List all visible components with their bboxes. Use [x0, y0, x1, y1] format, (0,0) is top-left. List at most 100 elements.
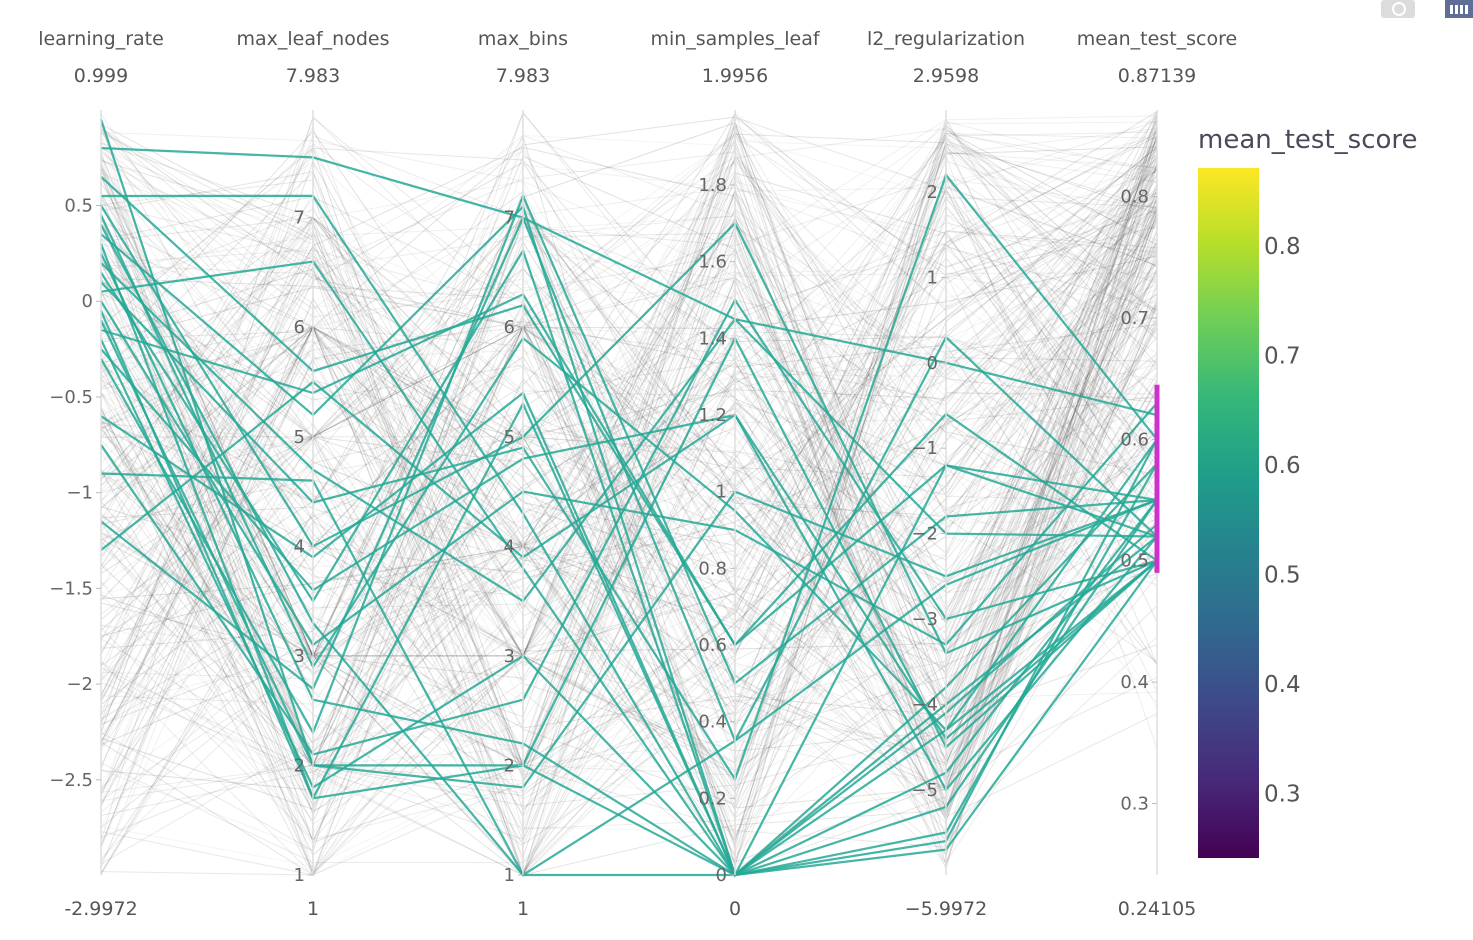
tick-label: 0.7 — [1120, 308, 1149, 329]
background-line — [100, 326, 1158, 748]
tick-label: 7 — [294, 208, 305, 229]
background-line — [100, 210, 1158, 852]
tick-label: 6 — [294, 317, 305, 338]
tick-label: 2 — [927, 182, 938, 203]
colorbar-tick-label: 0.3 — [1264, 781, 1301, 807]
background-line — [100, 142, 1158, 680]
axis-title[interactable]: max_leaf_nodes — [236, 28, 389, 50]
background-line — [100, 111, 1158, 766]
background-line — [100, 177, 1158, 811]
tick-label: 1 — [927, 267, 938, 288]
background-line — [100, 143, 1158, 576]
tick-label: −5 — [911, 780, 938, 801]
background-line — [100, 208, 1158, 731]
colorbar: mean_test_score 0.3 0.4 0.5 0.6 0.7 0.8 — [1198, 125, 1418, 858]
background-line — [100, 124, 1158, 812]
tick-label: 1 — [716, 482, 727, 503]
axis-range-max: 2.9598 — [913, 65, 979, 87]
highlighted-line — [100, 214, 1158, 743]
background-line — [100, 128, 1158, 330]
background-line — [100, 313, 1158, 874]
background-line — [100, 153, 1158, 856]
background-line — [100, 151, 1158, 877]
highlighted-line — [100, 204, 1158, 878]
camera-icon[interactable] — [1381, 0, 1415, 18]
tick-label: −2.5 — [49, 770, 93, 791]
background-line — [100, 128, 1158, 450]
background-line — [100, 134, 1158, 642]
background-line — [100, 147, 1158, 767]
background-line — [100, 155, 1158, 721]
background-line — [100, 165, 1158, 635]
background-line — [100, 223, 1158, 841]
background-line — [100, 113, 1158, 571]
background-line — [100, 305, 1158, 842]
axis-range-min: 1 — [517, 898, 529, 920]
axis-title[interactable]: mean_test_score — [1077, 28, 1237, 50]
background-line — [100, 422, 1158, 876]
colorbar-title: mean_test_score — [1198, 125, 1418, 155]
background-line — [100, 164, 1158, 839]
background-line — [100, 182, 1158, 730]
background-line — [100, 218, 1158, 767]
axes: learning_rate 0.999 -2.9972 −2.5 −2 −1.5 −1 −0.… — [38, 28, 1237, 920]
constraint-range-bar[interactable] — [1154, 384, 1160, 573]
background-line — [100, 146, 1158, 722]
background-line — [100, 201, 1158, 639]
axis-title[interactable]: l2_regularization — [867, 28, 1025, 50]
highlighted-line — [100, 339, 1158, 877]
background-line — [100, 322, 1158, 790]
background-line — [100, 196, 1158, 852]
background-line — [100, 446, 1158, 865]
background-line — [100, 225, 1158, 782]
background-line — [100, 156, 1158, 767]
axis-title[interactable]: min_samples_leaf — [650, 28, 820, 50]
background-line — [100, 200, 1158, 876]
axis-range-max: 0.999 — [74, 65, 128, 87]
plotly-logo-icon[interactable] — [1445, 0, 1473, 18]
background-line — [100, 116, 1158, 724]
background-line — [100, 124, 1158, 801]
axis-title[interactable]: learning_rate — [38, 28, 164, 50]
highlighted-line — [100, 380, 1158, 741]
background-line — [100, 286, 1158, 876]
background-line — [100, 152, 1158, 475]
axis-range-min: -2.9972 — [64, 898, 137, 920]
background-line — [100, 188, 1158, 874]
tick-label: 0 — [716, 865, 727, 886]
background-line — [100, 158, 1158, 708]
background-line — [100, 603, 1158, 864]
tick-label: −0.5 — [49, 387, 93, 408]
background-line — [100, 164, 1158, 852]
axis-title[interactable]: max_bins — [478, 28, 568, 50]
tick-label: 1.8 — [698, 175, 727, 196]
highlighted-line — [100, 175, 1158, 647]
background-line — [100, 172, 1158, 848]
background-line — [100, 168, 1158, 696]
background-line — [100, 240, 1158, 767]
background-line — [100, 252, 1158, 562]
background-line — [100, 168, 1158, 820]
tick-label: −2 — [66, 674, 93, 695]
highlighted-line — [100, 260, 1158, 877]
background-line — [100, 216, 1158, 690]
background-line — [100, 125, 1158, 666]
background-line — [100, 195, 1158, 783]
tick-label: 4 — [504, 536, 515, 557]
background-line — [100, 210, 1158, 837]
background-line — [100, 135, 1158, 679]
background-line — [100, 116, 1158, 863]
background-line — [100, 269, 1158, 874]
background-line — [100, 229, 1158, 625]
tick-label: 0.5 — [64, 196, 93, 217]
background-line — [100, 145, 1158, 729]
background-line — [100, 141, 1158, 864]
tick-label: 2 — [294, 755, 305, 776]
background-line — [100, 115, 1158, 767]
background-line — [100, 162, 1158, 658]
tick-label: −1.5 — [49, 578, 93, 599]
tick-label: 1.2 — [698, 405, 727, 426]
background-line — [100, 126, 1158, 797]
axis-range-min: −5.9972 — [905, 898, 987, 920]
background-line — [100, 123, 1158, 809]
